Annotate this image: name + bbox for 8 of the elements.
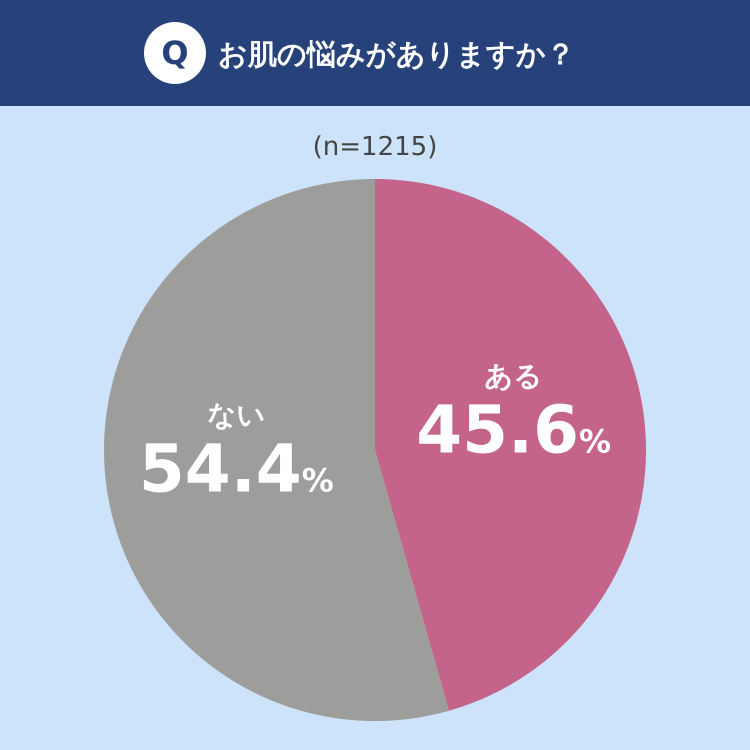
slice-label: ある [484, 360, 543, 393]
data-label: 54.4% [138, 430, 334, 508]
pie-slice [375, 179, 646, 711]
data-label: 45.6% [416, 392, 612, 469]
text: Q [161, 34, 189, 72]
chart-title: お肌の悩みがありますか？ [218, 37, 575, 71]
slice-label: ない [207, 398, 266, 432]
chart-subtitle: (n=1215) [312, 132, 438, 162]
